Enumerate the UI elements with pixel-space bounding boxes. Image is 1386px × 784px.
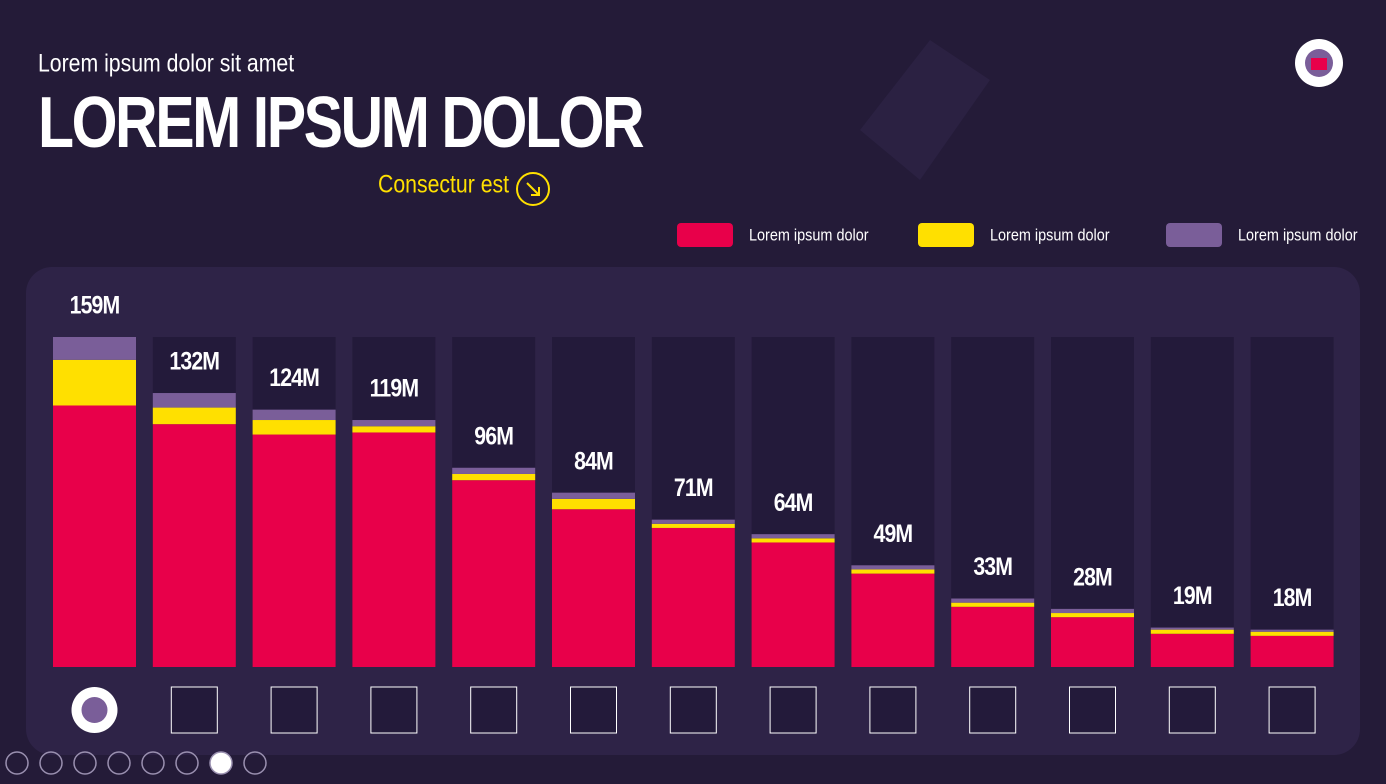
total-label: 124M — [269, 364, 319, 392]
bar-segment — [1250, 631, 1334, 636]
bar-segment — [651, 523, 735, 528]
arrow-icon — [526, 182, 540, 196]
bar-segment — [1051, 608, 1134, 614]
bar-segment — [252, 409, 336, 421]
category-square — [270, 686, 318, 734]
total-label: 132M — [169, 347, 219, 375]
annotation: Consectur est — [378, 170, 510, 198]
category-square — [1168, 686, 1216, 734]
bar-segment — [651, 519, 735, 524]
total-label: 159M — [70, 291, 120, 319]
total-label: 18M — [1273, 584, 1312, 612]
legend-swatch — [918, 223, 974, 247]
bar-segment — [1250, 635, 1334, 667]
category-square — [370, 686, 418, 734]
bar-segment — [651, 527, 735, 667]
bar-segment — [951, 602, 1035, 607]
bar-segment — [1250, 629, 1334, 632]
total-label: 33M — [973, 552, 1012, 580]
logo — [1311, 58, 1327, 70]
category-square — [1069, 686, 1116, 734]
column-background — [1250, 337, 1334, 667]
bar-segment — [751, 538, 835, 543]
bar-segment — [252, 434, 336, 667]
toolbar-button[interactable] — [175, 751, 199, 775]
column-background — [1150, 337, 1234, 667]
bar-segment — [1051, 613, 1134, 618]
bar-segment — [152, 393, 236, 408]
bar-segment — [452, 467, 536, 474]
legend-swatch — [677, 223, 733, 247]
bar-segment — [1150, 627, 1234, 630]
category-square — [969, 686, 1017, 734]
bar-segment — [1150, 633, 1234, 667]
bar-segment — [851, 569, 935, 574]
decor — [860, 40, 990, 180]
bar-segment — [951, 598, 1035, 603]
bar-segment — [53, 337, 136, 360]
bar-segment — [352, 420, 436, 427]
total-label: 96M — [474, 422, 513, 450]
bar-segment — [352, 432, 436, 667]
category-square — [669, 686, 717, 734]
bar-segment — [252, 420, 336, 435]
legend-label: Lorem ipsum dolor — [990, 226, 1110, 244]
legend-label: Lorem ipsum dolor — [749, 226, 869, 244]
total-label: 19M — [1173, 582, 1212, 610]
bar-segment — [53, 359, 136, 406]
bar-segment — [152, 424, 236, 667]
category-square — [470, 686, 518, 734]
legend-swatch — [1166, 223, 1222, 247]
toolbar-button[interactable] — [107, 751, 131, 775]
bar-segment — [751, 534, 835, 539]
bar-segment — [53, 405, 136, 667]
bar-segment — [552, 498, 635, 510]
bar-segment — [851, 565, 935, 570]
total-label: 119M — [370, 374, 419, 402]
total-label: 49M — [874, 519, 913, 547]
toolbar-button[interactable] — [73, 751, 97, 775]
category-logo — [81, 697, 108, 723]
toolbar — [5, 751, 267, 775]
bar-segment — [1051, 617, 1134, 667]
bar-segment — [452, 480, 536, 667]
category-square — [170, 686, 218, 734]
bar-segment — [951, 606, 1035, 667]
bar-segment — [152, 407, 236, 425]
category-square — [1268, 686, 1316, 734]
total-label: 84M — [574, 447, 613, 475]
toolbar-button[interactable] — [5, 751, 29, 775]
category-square — [769, 686, 817, 734]
toolbar-button[interactable] — [141, 751, 165, 775]
legend-label: Lorem ipsum dolor — [1238, 226, 1358, 244]
bar-segment — [552, 509, 635, 667]
bar-segment — [352, 426, 436, 433]
bar-segment — [851, 573, 935, 667]
category-square — [570, 686, 617, 734]
category-square — [869, 686, 917, 734]
total-label: 64M — [774, 488, 813, 516]
total-label: 28M — [1073, 563, 1112, 591]
bar-segment — [552, 492, 635, 499]
arrow-icon — [516, 172, 550, 206]
bar-segment — [1150, 629, 1234, 634]
toolbar-button[interactable] — [243, 751, 267, 775]
chart-title: LOREM IPSUM DOLOR — [38, 81, 644, 162]
toolbar-button[interactable] — [209, 751, 233, 775]
toolbar-button[interactable] — [39, 751, 63, 775]
total-label: 71M — [674, 474, 713, 502]
bar-segment — [452, 473, 536, 481]
subtitle: Lorem ipsum dolor sit amet — [38, 49, 295, 77]
bar-segment — [751, 542, 835, 667]
